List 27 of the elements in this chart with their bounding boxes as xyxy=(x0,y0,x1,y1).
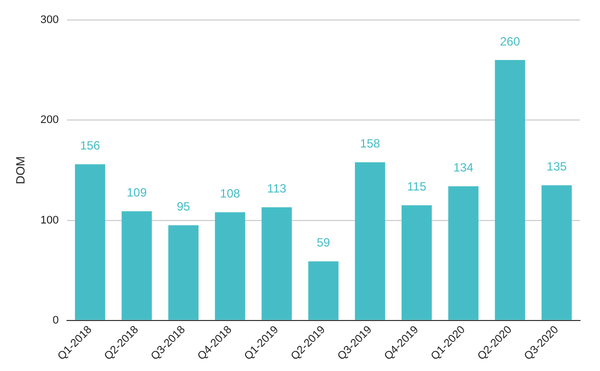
bar xyxy=(308,261,338,320)
data-label: 135 xyxy=(546,160,568,174)
bar xyxy=(448,186,478,320)
bar xyxy=(168,225,199,320)
data-label: 134 xyxy=(453,160,474,175)
y-axis-title: DOM xyxy=(14,156,28,184)
bar xyxy=(402,205,432,320)
y-tick-label: 200 xyxy=(40,114,59,126)
data-label: 113 xyxy=(267,182,287,196)
data-label: 260 xyxy=(500,34,520,48)
data-label: 156 xyxy=(80,138,100,153)
data-label: 59 xyxy=(316,236,330,250)
data-label: 108 xyxy=(220,186,240,201)
bar xyxy=(214,212,246,320)
bar xyxy=(262,207,292,320)
data-label: 158 xyxy=(360,136,380,150)
y-tick-label: 0 xyxy=(52,314,59,326)
y-tick-label: 300 xyxy=(40,14,59,26)
y-tick-label: 100 xyxy=(40,214,59,226)
bar xyxy=(354,162,386,320)
bar xyxy=(494,60,526,320)
bar xyxy=(122,211,152,320)
data-label: 115 xyxy=(407,180,427,194)
bar xyxy=(74,164,106,320)
data-label: 109 xyxy=(126,186,148,200)
data-label: 95 xyxy=(176,200,190,214)
bar xyxy=(542,185,572,320)
